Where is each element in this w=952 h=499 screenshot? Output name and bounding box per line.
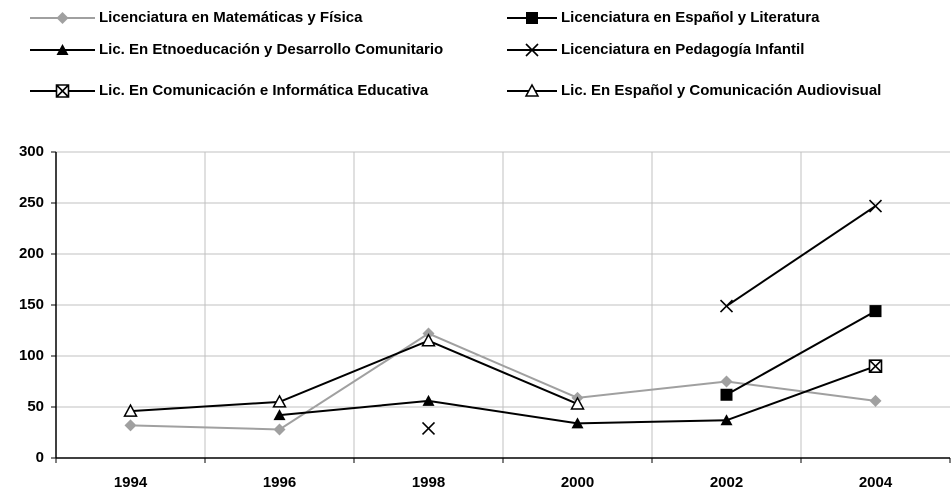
point (123, 403, 138, 417)
y-tick-label: 100 (19, 347, 44, 364)
point (422, 394, 435, 406)
x-tick-label: 1994 (114, 474, 148, 491)
y-tick-label: 200 (19, 245, 44, 262)
point (720, 414, 733, 426)
legend-marker (524, 83, 540, 97)
point (719, 299, 734, 313)
legend-marker (56, 44, 69, 55)
point (421, 421, 436, 435)
legend-label: Lic. En Español y Comunicación Audiovisu… (561, 82, 881, 99)
y-tick-label: 50 (27, 398, 44, 415)
y-tick-label: 250 (19, 194, 44, 211)
point (869, 394, 882, 407)
point (869, 305, 882, 318)
legend-label: Lic. En Comunicación e Informática Educa… (99, 82, 429, 99)
point (868, 359, 883, 373)
y-tick-label: 150 (19, 296, 44, 313)
legend-label: Licenciatura en Matemáticas y Física (99, 9, 363, 26)
point (273, 409, 286, 421)
point (272, 394, 287, 408)
x-tick-label: 1996 (263, 474, 296, 491)
series-line (130, 339, 578, 413)
legend-label: Licenciatura en Pedagogía Infantil (561, 41, 804, 58)
legend-marker (55, 84, 70, 98)
point (421, 333, 436, 347)
series-line (726, 310, 876, 396)
legend-marker (525, 43, 539, 57)
x-tick-label: 1998 (412, 474, 445, 491)
point (273, 423, 286, 436)
legend-label: Lic. En Etnoeducación y Desarrollo Comun… (99, 41, 443, 58)
x-tick-label: 2004 (859, 474, 893, 491)
x-tick-label: 2000 (561, 474, 594, 491)
legend-marker (526, 12, 538, 24)
point (868, 199, 883, 213)
point (571, 417, 584, 429)
y-tick-label: 300 (19, 143, 44, 160)
point (570, 396, 585, 410)
legend-marker (56, 12, 69, 24)
point (124, 419, 137, 432)
legend-label: Licenciatura en Español y Literatura (561, 9, 820, 26)
point (720, 375, 733, 388)
series-line (725, 205, 877, 307)
y-tick-label: 0 (36, 449, 44, 466)
x-tick-label: 2002 (710, 474, 743, 491)
series-line (130, 332, 876, 431)
point (720, 388, 733, 401)
